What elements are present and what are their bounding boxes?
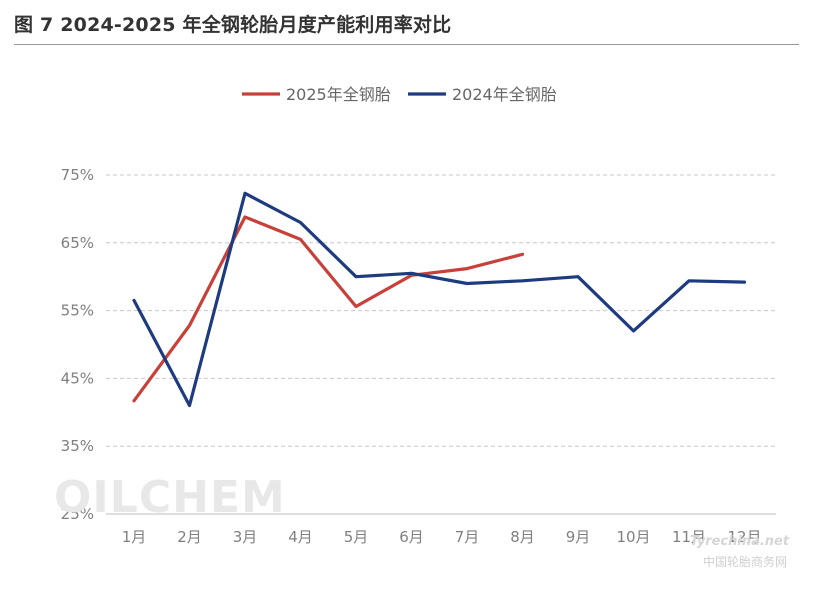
x-axis-ticks: 1月 2月 3月 4月 5月 6月 7月 8月 9月 10月 11月 12月 — [122, 528, 762, 546]
gridlines — [106, 174, 776, 447]
legend: 2025年全钢胎 2024年全钢胎 — [242, 85, 557, 104]
y-tick-label: 55% — [61, 302, 94, 320]
x-tick-label: 8月 — [510, 528, 535, 546]
x-tick-label: 6月 — [399, 528, 424, 546]
x-tick-label: 12月 — [727, 528, 761, 546]
x-tick-label: 2月 — [177, 528, 202, 546]
title-divider — [14, 44, 799, 45]
x-tick-label: 4月 — [288, 528, 313, 546]
y-tick-label: 25% — [61, 505, 94, 523]
series-lines — [132, 191, 747, 408]
legend-label: 2025年全钢胎 — [286, 85, 391, 104]
y-tick-label: 45% — [61, 369, 94, 387]
y-tick-label: 35% — [61, 437, 94, 455]
watermark-group: OILCHEM Tyrechina.net 中国轮胎商务网 — [54, 472, 790, 569]
series-line-2024 — [132, 191, 747, 408]
chart-title: 图 7 2024-2025 年全钢轮胎月度产能利用率对比 — [14, 14, 452, 36]
x-tick-label: 3月 — [233, 528, 258, 546]
y-tick-label: 75% — [61, 166, 94, 184]
x-tick-label: 11月 — [672, 528, 706, 546]
series-line-2025 — [132, 215, 525, 403]
tyrechina-cn-watermark: 中国轮胎商务网 — [703, 554, 787, 569]
y-tick-label: 65% — [61, 234, 94, 252]
x-tick-label: 9月 — [566, 528, 591, 546]
x-tick-label: 10月 — [616, 528, 650, 546]
legend-label: 2024年全钢胎 — [452, 85, 557, 104]
x-tick-label: 5月 — [344, 528, 369, 546]
y-axis-ticks: 25% 35% 45% 55% 65% 75% — [61, 166, 94, 523]
x-tick-label: 7月 — [455, 528, 480, 546]
x-tick-label: 1月 — [122, 528, 147, 546]
oilchem-watermark: OILCHEM — [54, 472, 286, 523]
tyrechina-logo-watermark: Tyrechina.net — [690, 534, 790, 549]
